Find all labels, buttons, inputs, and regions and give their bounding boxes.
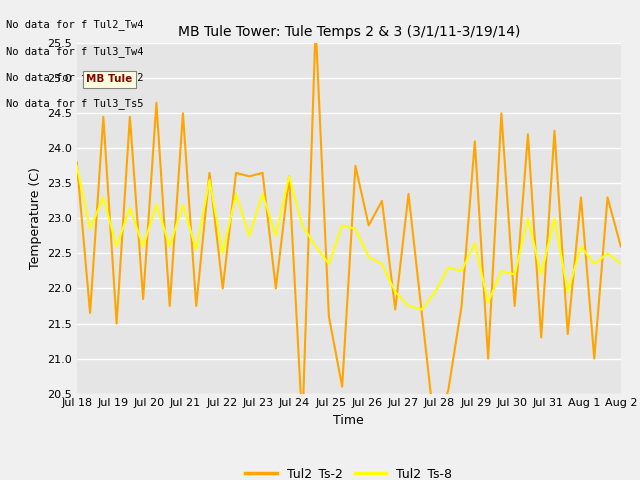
- Text: No data for f Tul3_Tw4: No data for f Tul3_Tw4: [6, 46, 144, 57]
- Text: No data for f Tul3_Ts2: No data for f Tul3_Ts2: [6, 72, 144, 83]
- Text: No data for f Tul3_Ts5: No data for f Tul3_Ts5: [6, 98, 144, 109]
- Title: MB Tule Tower: Tule Temps 2 & 3 (3/1/11-3/19/14): MB Tule Tower: Tule Temps 2 & 3 (3/1/11-…: [178, 25, 520, 39]
- Text: MB Tule: MB Tule: [86, 74, 132, 84]
- Y-axis label: Temperature (C): Temperature (C): [29, 168, 42, 269]
- Text: No data for f Tul2_Tw4: No data for f Tul2_Tw4: [6, 19, 144, 30]
- Legend: Tul2_Ts-2, Tul2_Ts-8: Tul2_Ts-2, Tul2_Ts-8: [241, 462, 457, 480]
- X-axis label: Time: Time: [333, 414, 364, 427]
